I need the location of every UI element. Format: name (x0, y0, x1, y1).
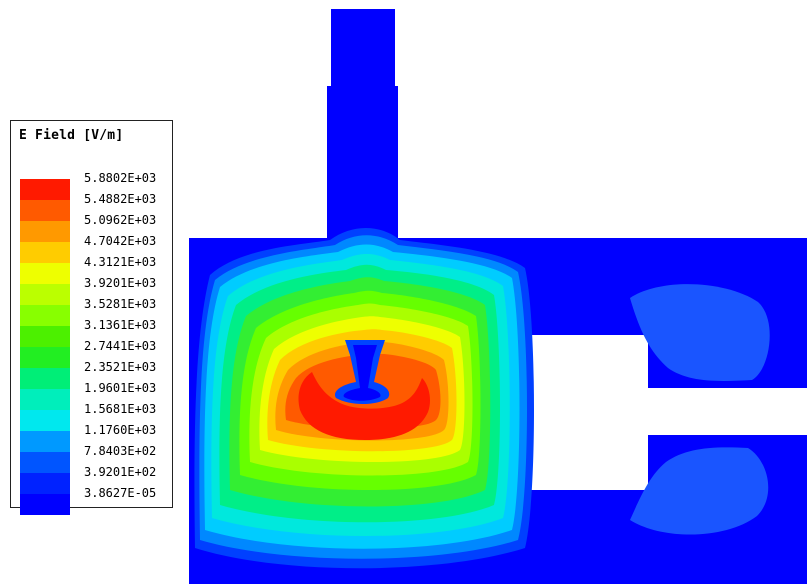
coupling-slot (512, 335, 807, 490)
legend-swatch (20, 389, 70, 410)
legend-swatch (20, 305, 70, 326)
legend-swatch (20, 326, 70, 347)
field-lobe-lower (630, 447, 769, 535)
legend-value-label: 3.5281E+03 (84, 297, 157, 311)
legend-swatch (20, 200, 70, 221)
legend-value-label: 5.4882E+03 (84, 192, 157, 206)
legend-swatch (20, 221, 70, 242)
legend-value-label: 2.3521E+03 (84, 360, 157, 374)
legend-value-label: 5.8802E+03 (84, 171, 157, 185)
field-minimum-core (343, 345, 381, 401)
legend-swatch (20, 179, 70, 200)
legend-value-label: 4.3121E+03 (84, 255, 157, 269)
legend-value-label: 3.1361E+03 (84, 318, 157, 332)
input-waveguide (331, 9, 395, 89)
legend-value-label: 3.9201E+02 (84, 465, 157, 479)
legend-swatch (20, 452, 70, 473)
input-waveguide-step (327, 86, 398, 246)
legend-swatch (20, 263, 70, 284)
legend-value-label: 1.1760E+03 (84, 423, 157, 437)
legend-swatch (20, 347, 70, 368)
legend-value-label: 1.9601E+03 (84, 381, 157, 395)
field-lobe-upper (630, 284, 770, 381)
legend-value-label: 3.9201E+03 (84, 276, 157, 290)
legend-swatch (20, 431, 70, 452)
legend-swatch (20, 410, 70, 431)
legend-swatch (20, 368, 70, 389)
legend-swatch (20, 242, 70, 263)
legend-value-label: 7.8403E+02 (84, 444, 157, 458)
legend-value-label: 5.0962E+03 (84, 213, 157, 227)
field-maximum (298, 372, 430, 440)
legend-value-label: 4.7042E+03 (84, 234, 157, 248)
legend-swatch (20, 494, 70, 515)
legend-value-label: 2.7441E+03 (84, 339, 157, 353)
legend: E Field [V/m] 5.8802E+03 5.4882E+03 5.0962… (10, 120, 173, 515)
legend-swatch (20, 473, 70, 494)
legend-value-label: 1.5681E+03 (84, 402, 157, 416)
legend-value-label: 3.8627E-05 (84, 486, 157, 500)
legend-title: E Field [V/m] (19, 128, 124, 143)
legend-swatch (20, 284, 70, 305)
